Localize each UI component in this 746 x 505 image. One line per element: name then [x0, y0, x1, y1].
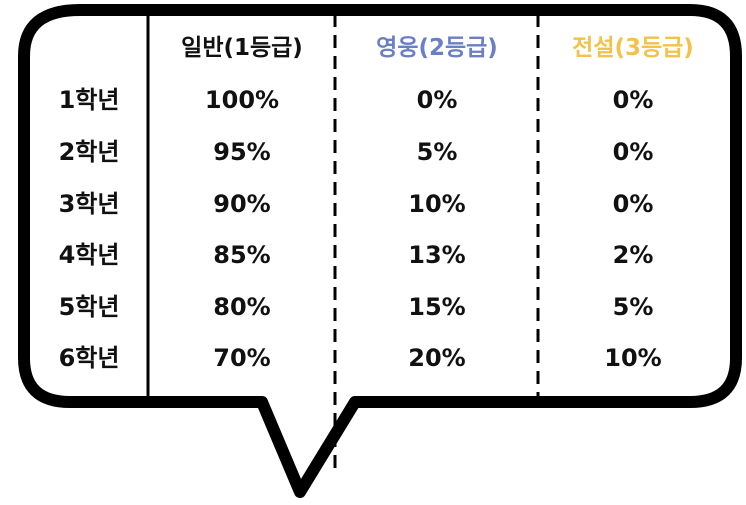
- header-hero: 영웅(2등급): [376, 35, 498, 61]
- cell-hero: 15%: [408, 293, 466, 321]
- cell-hero: 0%: [416, 86, 458, 114]
- cell-common: 90%: [213, 190, 271, 218]
- cell-common: 95%: [213, 138, 271, 166]
- row-label: 2학년: [58, 138, 120, 166]
- cell-legend: 10%: [604, 344, 662, 372]
- bubble-border: [18, 4, 742, 498]
- cell-legend: 0%: [612, 86, 654, 114]
- row-label: 4학년: [58, 241, 120, 269]
- cell-legend: 2%: [612, 241, 654, 269]
- cell-common: 70%: [213, 344, 271, 372]
- header-common: 일반(1등급): [181, 35, 303, 61]
- cell-legend: 0%: [612, 138, 654, 166]
- cell-legend: 0%: [612, 190, 654, 218]
- cell-common: 85%: [213, 241, 271, 269]
- row-label: 5학년: [58, 293, 120, 321]
- cell-common: 80%: [213, 293, 271, 321]
- cell-legend: 5%: [612, 293, 654, 321]
- row-label: 1학년: [58, 86, 120, 114]
- row-label: 3학년: [58, 190, 120, 218]
- cell-hero: 10%: [408, 190, 466, 218]
- cell-hero: 13%: [408, 241, 466, 269]
- cell-common: 100%: [204, 86, 280, 114]
- cell-hero: 20%: [408, 344, 466, 372]
- row-label: 6학년: [58, 344, 120, 372]
- cell-hero: 5%: [416, 138, 458, 166]
- header-legend: 전설(3등급): [572, 35, 694, 61]
